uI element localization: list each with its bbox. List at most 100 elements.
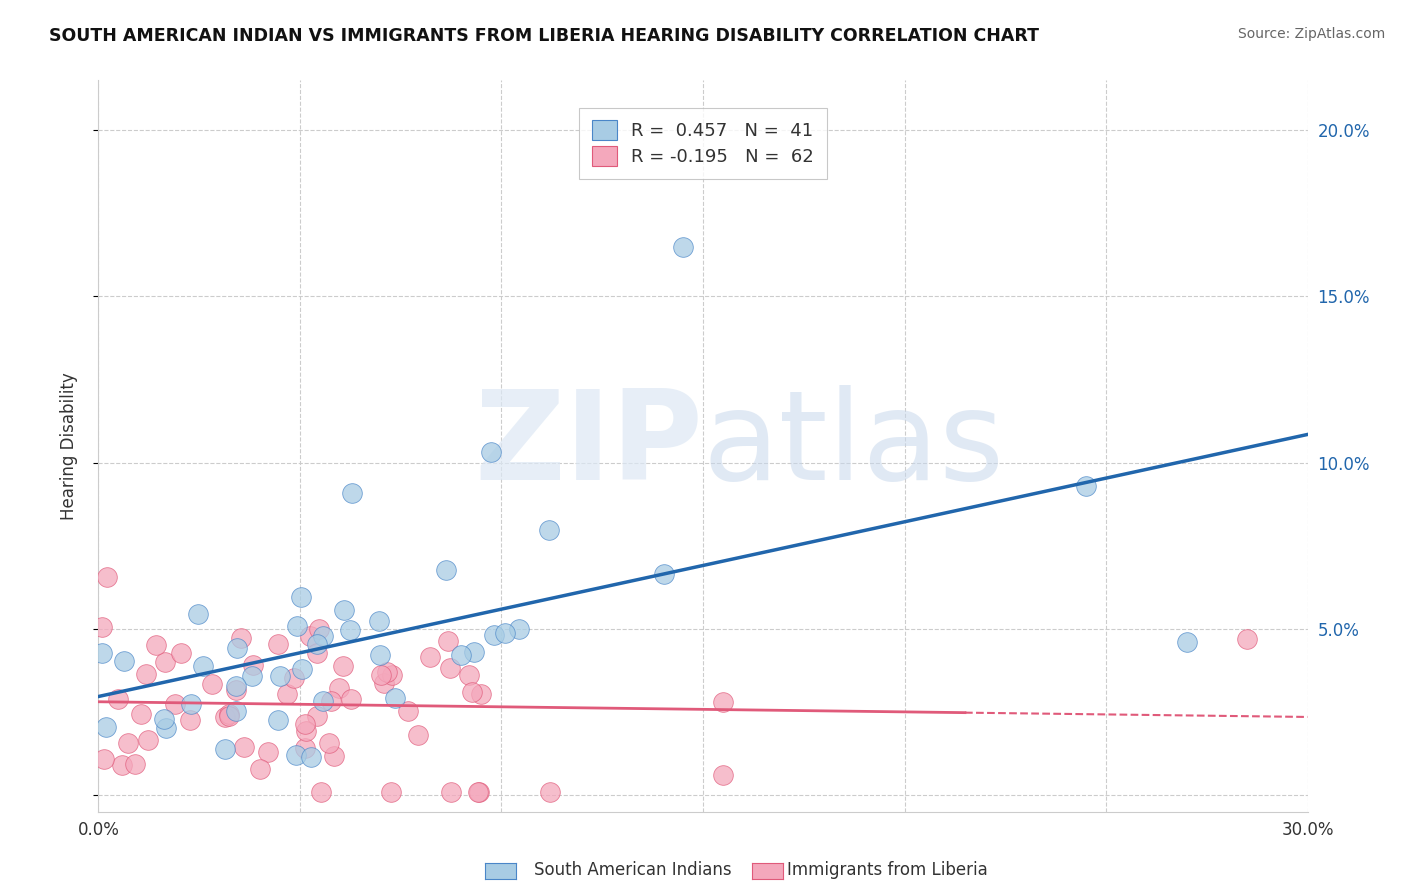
Point — [463, 645, 485, 659]
Point — [319, 693, 342, 707]
Point — [225, 679, 247, 693]
Point — [179, 713, 201, 727]
Point — [256, 745, 278, 759]
Text: South American Indians: South American Indians — [534, 861, 733, 879]
Point — [218, 708, 240, 723]
Point — [340, 691, 363, 706]
Point — [276, 687, 298, 701]
Point — [295, 724, 318, 739]
Point — [318, 736, 340, 750]
Point — [283, 672, 305, 686]
Point — [267, 637, 290, 651]
Point — [439, 660, 461, 674]
Point — [652, 566, 675, 581]
Point — [284, 748, 307, 763]
Point — [711, 768, 734, 782]
Point — [225, 704, 247, 718]
Point — [299, 629, 322, 643]
Point — [170, 646, 193, 660]
Point — [311, 785, 333, 799]
Point — [110, 757, 132, 772]
Point — [384, 691, 406, 706]
Point — [312, 694, 335, 708]
Point — [269, 669, 291, 683]
Point — [370, 668, 392, 682]
Point — [163, 697, 186, 711]
Point — [470, 687, 492, 701]
Point — [479, 445, 502, 459]
Point — [368, 648, 391, 662]
Point — [380, 785, 402, 799]
Point — [267, 713, 290, 727]
Point — [214, 741, 236, 756]
Point — [332, 658, 354, 673]
Point — [308, 623, 330, 637]
Point — [107, 692, 129, 706]
Legend: R =  0.457   N =  41, R = -0.195   N =  62: R = 0.457 N = 41, R = -0.195 N = 62 — [579, 108, 827, 179]
Point — [467, 785, 489, 799]
Point — [96, 569, 118, 583]
Point — [233, 739, 256, 754]
Point — [136, 732, 159, 747]
Point — [305, 637, 328, 651]
Point — [117, 736, 139, 750]
Point — [419, 650, 441, 665]
Point — [367, 614, 389, 628]
Text: Source: ZipAtlas.com: Source: ZipAtlas.com — [1237, 27, 1385, 41]
Point — [155, 721, 177, 735]
Point — [711, 695, 734, 709]
Point — [396, 704, 419, 718]
Text: SOUTH AMERICAN INDIAN VS IMMIGRANTS FROM LIBERIA HEARING DISABILITY CORRELATION : SOUTH AMERICAN INDIAN VS IMMIGRANTS FROM… — [49, 27, 1039, 45]
Point — [290, 590, 312, 604]
Point — [305, 646, 328, 660]
Point — [214, 710, 236, 724]
Point — [323, 748, 346, 763]
Point — [333, 603, 356, 617]
Point — [94, 720, 117, 734]
Point — [381, 668, 404, 682]
Point — [191, 659, 214, 673]
Y-axis label: Hearing Disability: Hearing Disability — [59, 372, 77, 520]
Point — [124, 756, 146, 771]
Point — [484, 628, 506, 642]
Point — [305, 709, 328, 723]
Point — [187, 607, 209, 622]
Point — [440, 785, 463, 799]
Point — [294, 717, 316, 731]
Point — [218, 707, 240, 722]
Point — [672, 239, 695, 253]
Point — [406, 728, 429, 742]
Point — [457, 667, 479, 681]
Point — [538, 523, 561, 537]
Point — [242, 658, 264, 673]
Point — [375, 665, 398, 679]
Point — [1236, 632, 1258, 646]
Point — [373, 676, 395, 690]
Point — [249, 762, 271, 776]
Point — [180, 697, 202, 711]
Point — [538, 785, 561, 799]
Point — [145, 639, 167, 653]
Point — [508, 622, 530, 636]
Point — [434, 563, 457, 577]
Point — [468, 785, 491, 799]
Point — [201, 677, 224, 691]
Point — [299, 750, 322, 764]
Point — [340, 485, 363, 500]
Point — [225, 682, 247, 697]
Point — [290, 662, 312, 676]
Point — [112, 654, 135, 668]
Point — [225, 640, 247, 655]
Point — [231, 631, 253, 645]
Point — [93, 752, 115, 766]
Point — [152, 712, 174, 726]
Point — [240, 669, 263, 683]
Point — [461, 685, 484, 699]
Point — [135, 667, 157, 681]
Point — [129, 706, 152, 721]
Point — [294, 741, 316, 756]
Point — [91, 646, 114, 660]
Text: ZIP: ZIP — [474, 385, 703, 507]
Text: Immigrants from Liberia: Immigrants from Liberia — [787, 861, 988, 879]
Point — [339, 624, 361, 638]
